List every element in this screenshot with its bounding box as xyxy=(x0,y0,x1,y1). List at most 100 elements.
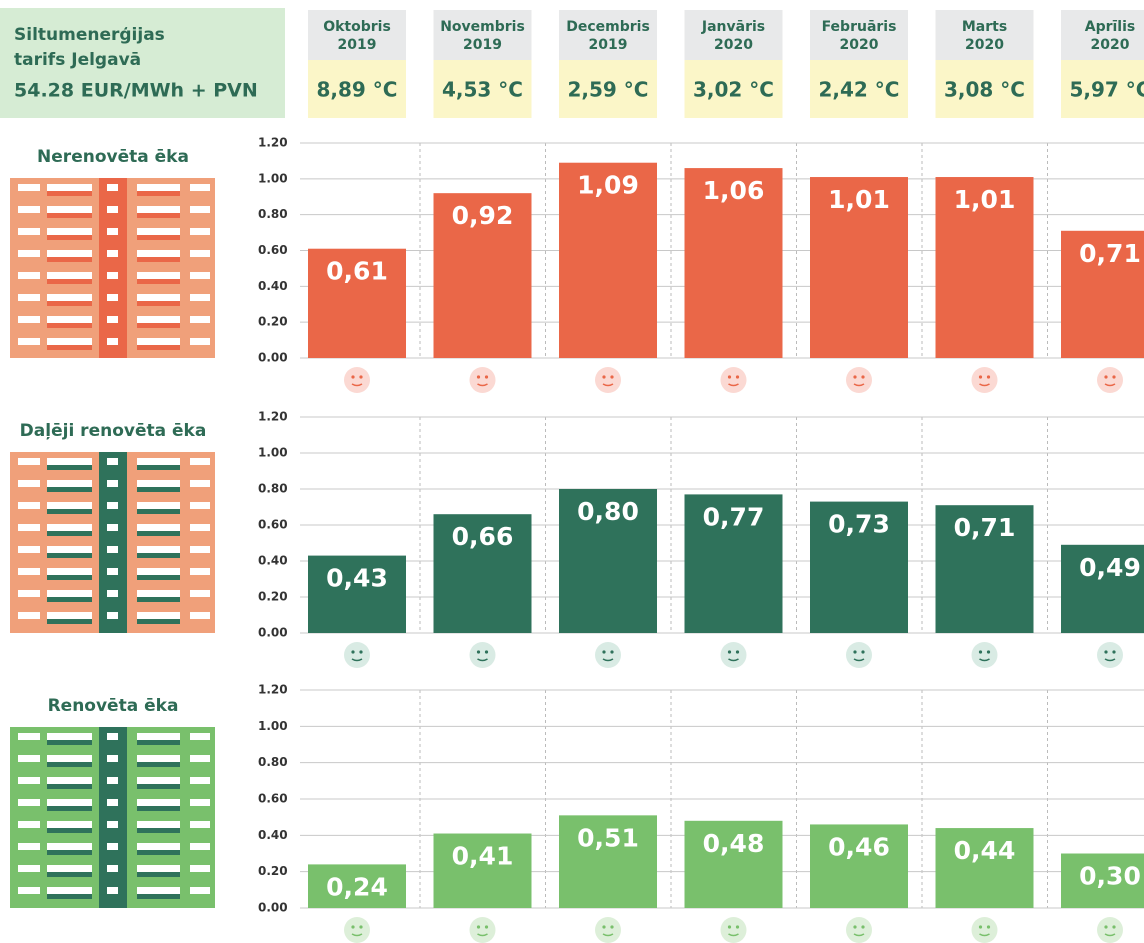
face-eye xyxy=(979,925,982,928)
mood-face xyxy=(595,642,621,668)
balcony xyxy=(137,487,180,492)
window xyxy=(190,887,210,894)
balcony xyxy=(47,553,92,558)
window xyxy=(107,755,118,762)
window xyxy=(18,338,40,345)
window xyxy=(190,480,210,487)
window xyxy=(190,228,210,235)
window xyxy=(190,777,210,784)
window xyxy=(190,568,210,575)
window xyxy=(47,316,92,323)
mood-face xyxy=(972,367,998,393)
mood-face xyxy=(721,642,747,668)
balcony xyxy=(137,828,180,833)
window xyxy=(18,821,40,828)
value-label: 0,44 xyxy=(954,836,1016,865)
window xyxy=(47,799,92,806)
mood-face xyxy=(344,917,370,943)
value-label: 1,06 xyxy=(703,176,765,205)
temperature: 2,59 °C xyxy=(568,78,649,102)
balcony xyxy=(47,828,92,833)
window xyxy=(18,480,40,487)
window xyxy=(137,777,180,784)
value-label: 0,46 xyxy=(828,832,890,861)
window xyxy=(107,865,118,872)
y-tick-label: 1.20 xyxy=(258,136,288,150)
face-eye xyxy=(351,925,354,928)
y-tick-label: 0.80 xyxy=(258,482,288,496)
window xyxy=(47,294,92,301)
mood-face xyxy=(470,917,496,943)
window xyxy=(107,338,118,345)
y-tick-label: 1.00 xyxy=(258,719,288,733)
balcony xyxy=(47,806,92,811)
tariff-value: 54.28 EUR/MWh + PVN xyxy=(14,80,258,102)
window xyxy=(18,228,40,235)
balcony xyxy=(47,345,92,350)
window xyxy=(190,502,210,509)
face-eye xyxy=(602,925,605,928)
balcony xyxy=(47,784,92,789)
balcony xyxy=(47,619,92,624)
balcony xyxy=(137,213,180,218)
window xyxy=(18,206,40,213)
window xyxy=(18,843,40,850)
balcony xyxy=(137,894,180,899)
window xyxy=(47,733,92,740)
window xyxy=(107,294,118,301)
balcony xyxy=(137,279,180,284)
balcony xyxy=(47,740,92,745)
window xyxy=(190,184,210,191)
window xyxy=(18,733,40,740)
window xyxy=(137,272,180,279)
value-label: 0,30 xyxy=(1079,862,1141,891)
mood-face xyxy=(595,917,621,943)
window xyxy=(47,206,92,213)
window xyxy=(47,865,92,872)
month-name: Novembris xyxy=(440,19,525,35)
face-eye xyxy=(477,650,480,653)
mood-face xyxy=(1097,642,1123,668)
balcony xyxy=(47,531,92,536)
window xyxy=(47,590,92,597)
window xyxy=(190,843,210,850)
window xyxy=(137,480,180,487)
balcony xyxy=(137,301,180,306)
month-year: 2020 xyxy=(965,37,1004,53)
window xyxy=(18,777,40,784)
value-label: 0,43 xyxy=(326,564,388,593)
y-tick-label: 1.20 xyxy=(258,683,288,697)
window xyxy=(47,612,92,619)
window xyxy=(18,502,40,509)
temperature: 4,53 °C xyxy=(442,78,523,102)
window xyxy=(137,294,180,301)
window xyxy=(107,272,118,279)
window xyxy=(190,338,210,345)
face-eye xyxy=(861,650,864,653)
window xyxy=(18,250,40,257)
temperature: 3,02 °C xyxy=(693,78,774,102)
month-year: 2019 xyxy=(463,37,502,53)
window xyxy=(107,777,118,784)
window xyxy=(18,755,40,762)
tariff-title: Siltumenerģijas xyxy=(14,25,165,45)
value-label: 0,48 xyxy=(703,829,765,858)
balcony xyxy=(47,762,92,767)
face-eye xyxy=(602,375,605,378)
window xyxy=(47,272,92,279)
window xyxy=(190,821,210,828)
window xyxy=(18,590,40,597)
temperature: 3,08 °C xyxy=(944,78,1025,102)
mood-face xyxy=(846,917,872,943)
balcony xyxy=(47,894,92,899)
balcony xyxy=(137,345,180,350)
face-eye xyxy=(728,375,731,378)
balcony xyxy=(137,553,180,558)
window xyxy=(190,316,210,323)
window xyxy=(107,316,118,323)
temperature: 2,42 °C xyxy=(819,78,900,102)
balcony xyxy=(47,213,92,218)
window xyxy=(107,568,118,575)
value-label: 0,80 xyxy=(577,497,639,526)
balcony xyxy=(47,487,92,492)
